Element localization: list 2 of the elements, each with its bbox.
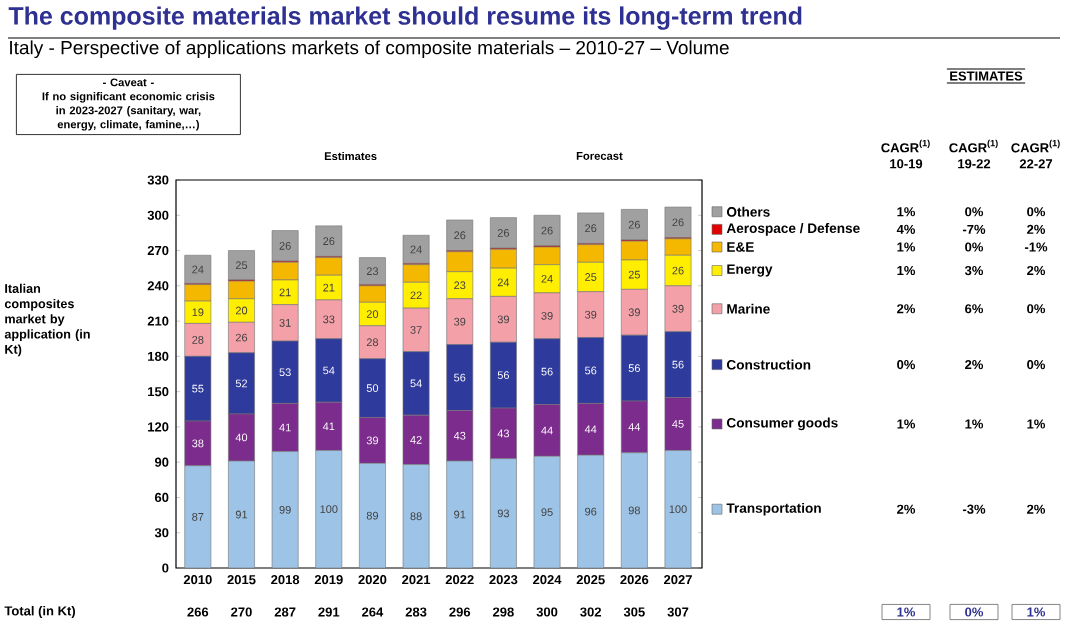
chart-title: The composite materials market should resume its long-term trend — [8, 6, 802, 30]
chart-subtitle: Italy - Perspective of applications markets of composite materials – 2010-27 – Volume — [10, 40, 729, 59]
